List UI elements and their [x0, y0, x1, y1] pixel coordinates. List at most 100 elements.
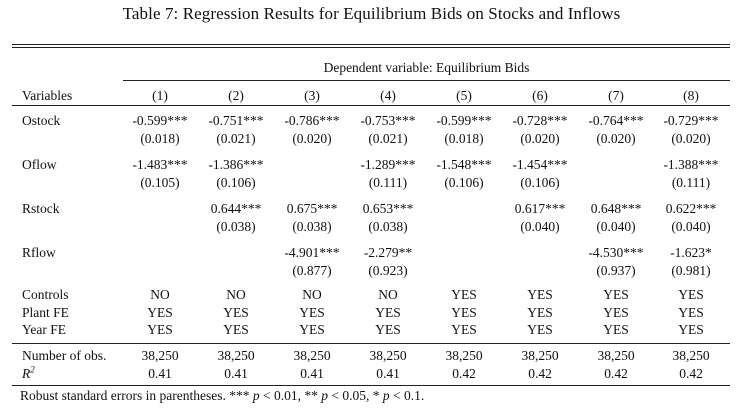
note-p-1: p — [252, 388, 260, 403]
fixed-effect-cell: NO — [150, 287, 170, 302]
stats-separator-rule — [12, 343, 730, 344]
coefficient-cell: -0.599*** — [132, 113, 188, 128]
standard-error-cell: (0.105) — [140, 175, 180, 190]
fixed-effect-cell: YES — [527, 287, 553, 302]
note-p-2: p — [321, 388, 328, 403]
variables-header: Variables — [22, 88, 73, 103]
statistic-cell: 38,250 — [597, 348, 635, 363]
fixed-effect-cell: YES — [223, 322, 249, 337]
statistic-cell: 0.42 — [604, 366, 628, 381]
coefficient-cell: 0.622*** — [665, 201, 717, 216]
column-header: (4) — [380, 88, 396, 103]
fixed-effect-cell: YES — [223, 305, 249, 320]
note-text-2: < 0.05, * — [327, 388, 383, 403]
row-label: Rflow — [22, 245, 56, 260]
standard-error-cell: (0.020) — [292, 131, 332, 146]
standard-error-cell: (0.021) — [216, 131, 256, 146]
statistic-cell: 38,250 — [445, 348, 483, 363]
fixed-effect-cell: YES — [299, 322, 325, 337]
statistic-cell: 0.41 — [300, 366, 324, 381]
fixed-effect-cell: YES — [375, 322, 401, 337]
standard-error-cell: (0.040) — [596, 219, 636, 234]
coefficient-cell: 0.653*** — [362, 201, 414, 216]
fixed-effect-cell: YES — [147, 322, 173, 337]
coefficient-cell: -1.483*** — [132, 157, 188, 172]
fixed-effect-cell: YES — [527, 322, 553, 337]
coefficient-cell: -4.901*** — [284, 245, 340, 260]
standard-error-cell: (0.040) — [520, 219, 560, 234]
statistic-cell: 38,250 — [217, 348, 255, 363]
coefficient-cell: -1.388*** — [663, 157, 719, 172]
column-header: (3) — [304, 88, 320, 103]
statistic-cell: 0.42 — [528, 366, 552, 381]
coefficient-cell: -0.729*** — [663, 113, 719, 128]
standard-error-cell: (0.106) — [444, 175, 484, 190]
top-rule — [12, 44, 730, 45]
statistic-cell: 0.42 — [679, 366, 703, 381]
coefficient-cell: 0.675*** — [286, 201, 338, 216]
row-label: Oflow — [22, 157, 57, 172]
standard-error-cell: (0.111) — [368, 175, 408, 190]
row-label: Ostock — [22, 113, 61, 128]
fixed-effect-cell: YES — [603, 305, 629, 320]
table-note: Robust standard errors in parentheses. *… — [20, 388, 424, 404]
dependent-variable-caption: Dependent variable: Equilibrium Bids — [323, 60, 530, 75]
fixed-effect-cell: YES — [299, 305, 325, 320]
note-text-3: < 0.1. — [389, 388, 425, 403]
coefficient-cell: -4.530*** — [588, 245, 644, 260]
standard-error-cell: (0.018) — [444, 131, 484, 146]
note-prefix: Robust standard errors in parentheses. *… — [20, 388, 253, 403]
fixed-effect-cell: NO — [302, 287, 322, 302]
header-rule — [12, 105, 730, 106]
coefficient-cell: -1.289*** — [360, 157, 416, 172]
fixed-effect-cell: YES — [603, 322, 629, 337]
coefficient-cell: -1.454*** — [512, 157, 568, 172]
coefficient-cell: -1.548*** — [436, 157, 492, 172]
column-header: (7) — [608, 88, 624, 103]
fixed-effect-cell: YES — [603, 287, 629, 302]
note-text-1: < 0.01, ** — [259, 388, 322, 403]
fixed-effect-cell: NO — [378, 287, 398, 302]
row-label: Rstock — [22, 201, 60, 216]
bottom-rule — [12, 385, 730, 386]
standard-error-cell: (0.020) — [520, 131, 560, 146]
fixed-effect-cell: YES — [678, 322, 704, 337]
standard-error-cell: (0.923) — [368, 263, 408, 278]
standard-error-cell: (0.040) — [671, 219, 711, 234]
coefficient-cell: -0.728*** — [512, 113, 568, 128]
standard-error-cell: (0.877) — [292, 263, 332, 278]
standard-error-cell: (0.106) — [520, 175, 560, 190]
column-header: (1) — [152, 88, 168, 103]
fixed-effect-cell: YES — [451, 322, 477, 337]
fixed-effect-cell: YES — [678, 287, 704, 302]
column-header: (8) — [683, 88, 699, 103]
standard-error-cell: (0.020) — [671, 131, 711, 146]
coefficient-cell: 0.617*** — [514, 201, 566, 216]
coefficient-cell: -1.623* — [670, 245, 712, 260]
column-header: (5) — [456, 88, 472, 103]
table-title: Table 7: Regression Results for Equilibr… — [122, 4, 621, 23]
statistic-cell: 38,250 — [521, 348, 559, 363]
statistic-cell: 38,250 — [141, 348, 179, 363]
coefficient-cell: -1.386*** — [208, 157, 264, 172]
coefficient-cell: -0.753*** — [360, 113, 416, 128]
coefficient-cell: 0.648*** — [590, 201, 642, 216]
fixed-effect-cell: YES — [527, 305, 553, 320]
coefficient-cell: -0.599*** — [436, 113, 492, 128]
coefficient-cell: -2.279** — [363, 245, 413, 260]
statistic-cell: 0.41 — [376, 366, 400, 381]
fixed-effect-cell: YES — [451, 305, 477, 320]
coefficient-cell: -0.751*** — [208, 113, 264, 128]
column-header: (2) — [228, 88, 244, 103]
fixed-effect-cell: YES — [678, 305, 704, 320]
top-rule-inner — [12, 47, 730, 48]
standard-error-cell: (0.020) — [596, 131, 636, 146]
statistic-cell: 0.41 — [148, 366, 172, 381]
coefficient-cell: -0.786*** — [284, 113, 340, 128]
standard-error-cell: (0.038) — [292, 219, 332, 234]
coefficient-cell: -0.764*** — [588, 113, 644, 128]
row-label: Plant FE — [22, 305, 69, 320]
statistic-cell: 38,250 — [672, 348, 710, 363]
row-label: Controls — [22, 287, 69, 302]
column-header: (6) — [532, 88, 548, 103]
